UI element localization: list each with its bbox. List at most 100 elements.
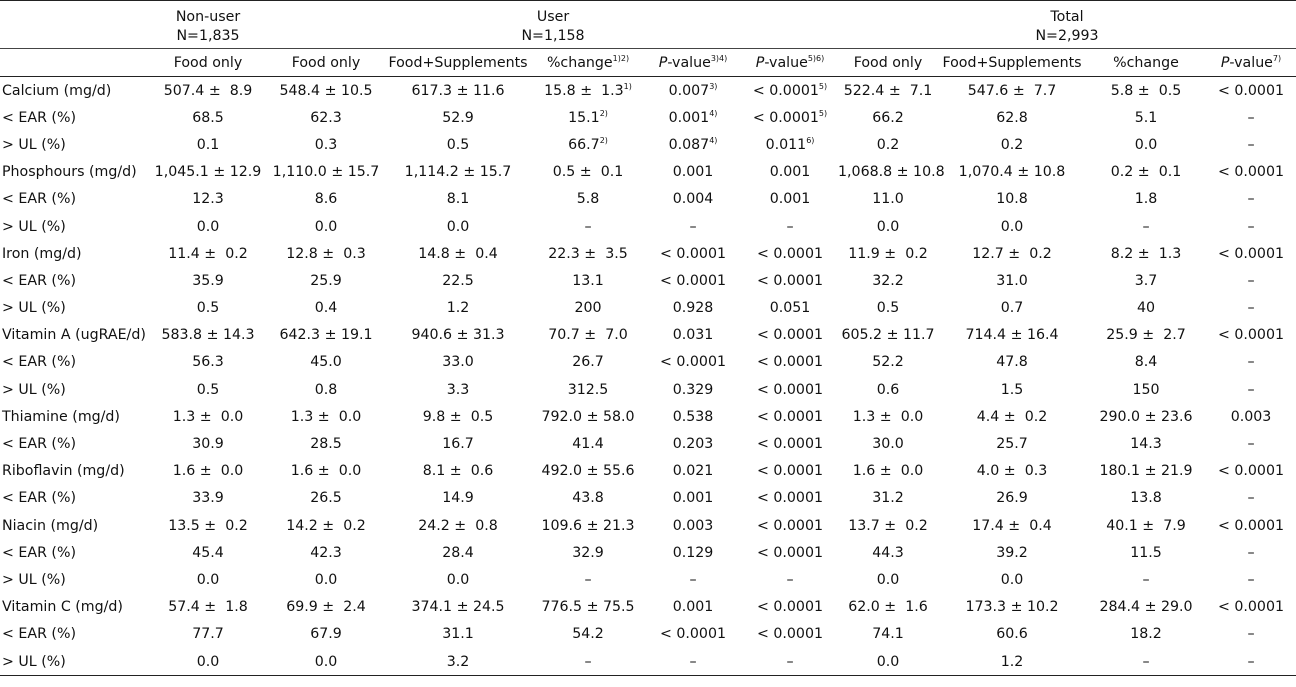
cell-value: 0.0 <box>446 571 470 588</box>
cell-value: 4.4 ± 0.2 <box>976 408 1048 425</box>
table-row: < EAR (%) 12.3 8.6 8.1 5.8 0.004 0.001 11.0 10.8… <box>0 186 1296 213</box>
cell-value: 47.8 <box>996 354 1028 371</box>
cell-value: < 0.0001 <box>756 354 824 371</box>
cell-value: 1.6 ± 0.0 <box>290 463 362 480</box>
table-cell: < 0.0001 <box>1206 458 1296 485</box>
cell-value: 67.9 <box>310 626 342 643</box>
table-cell: 66.72) <box>532 131 644 158</box>
table-cell: 0.003 <box>644 512 742 539</box>
table-cell: < 0.0001 <box>742 430 838 457</box>
table-cell: 0.021 <box>644 458 742 485</box>
table-cell: < 0.0001 <box>742 403 838 430</box>
table-cell: 52.9 <box>384 104 532 131</box>
cell-value: 0.3 <box>314 136 338 153</box>
footnote-marker: 2) <box>599 108 608 118</box>
cell-value: 0.001 <box>672 164 714 181</box>
cell-value: 312.5 <box>567 381 609 398</box>
table-row: Niacin (mg/d) 13.5 ± 0.2 14.2 ± 0.2 24.2 ± … <box>0 512 1296 539</box>
table-cell: 5.1 <box>1086 104 1206 131</box>
cell-value: 13.7 ± 0.2 <box>848 517 928 534</box>
cell-value: 5.1 <box>1134 109 1158 126</box>
cell-value: 45.0 <box>310 354 342 371</box>
table-cell: 0.129 <box>644 539 742 566</box>
table-cell: 3.2 <box>384 647 532 677</box>
cell-value: 0.003 <box>672 517 714 534</box>
cell-value: – <box>1247 626 1255 643</box>
cell-value: 3.7 <box>1134 272 1158 289</box>
cell-value: – <box>1142 571 1150 588</box>
row-label: Riboflavin (mg/d) <box>2 463 125 480</box>
table-cell: 776.5 ± 75.5 <box>532 594 644 621</box>
table-cell: 22.5 <box>384 267 532 294</box>
cell-value: 39.2 <box>996 544 1028 561</box>
table-cell: 32.9 <box>532 539 644 566</box>
cell-value: 10.8 <box>996 191 1028 208</box>
cell-value: 25.7 <box>996 436 1028 453</box>
cell-value: – <box>1247 436 1255 453</box>
cell-value: 12.7 ± 0.2 <box>972 245 1052 262</box>
table-cell: 14.3 <box>1086 430 1206 457</box>
cell-value: 0.1 <box>196 136 220 153</box>
table-cell: 25.9 <box>268 267 384 294</box>
table-cell: 1.3 ± 0.0 <box>268 403 384 430</box>
table-cell: 26.7 <box>532 349 644 376</box>
cell-value: 0.8 <box>314 381 338 398</box>
table-cell: 3.7 <box>1086 267 1206 294</box>
table-cell: 67.9 <box>268 621 384 648</box>
footnote-marker: 4) <box>709 108 718 118</box>
row-label: < EAR (%) <box>2 191 76 208</box>
cell-value: 180.1 ± 21.9 <box>1099 463 1193 480</box>
table-cell: 1.3 ± 0.0 <box>148 403 268 430</box>
table-cell: < 0.0001 <box>742 376 838 403</box>
table-cell: < 0.0001 <box>1206 77 1296 105</box>
table-cell: < 0.0001 <box>742 240 838 267</box>
cell-value: < 0.0001 <box>659 626 727 643</box>
cell-value: < 0.0001 <box>1217 164 1285 181</box>
cell-value: 26.7 <box>572 354 604 371</box>
table-cell: 41.4 <box>532 430 644 457</box>
table-cell: 0.0 <box>1086 131 1206 158</box>
table-cell: 9.8 ± 0.5 <box>384 403 532 430</box>
table-cell: < 0.0001 <box>1206 159 1296 186</box>
cell-value: 583.8 ± 14.3 <box>161 327 255 344</box>
table-cell: – <box>742 647 838 677</box>
cell-value: < 0.0001 <box>756 626 824 643</box>
table-cell: 11.4 ± 0.2 <box>148 240 268 267</box>
cell-value: < 0.0001 <box>756 245 824 262</box>
cell-value: 0.001 <box>672 599 714 616</box>
cell-value: 14.8 ± 0.4 <box>418 245 498 262</box>
cell-value: 0.0 <box>196 653 220 670</box>
table-cell: 0.0 <box>384 213 532 240</box>
table-cell: 40.1 ± 7.9 <box>1086 512 1206 539</box>
cell-value: 0.0 <box>876 218 900 235</box>
table-cell: 507.4 ± 8.9 <box>148 77 268 105</box>
table-cell: < 0.0001 <box>742 322 838 349</box>
footnote-marker: 6) <box>806 135 815 145</box>
total-group-name: Total <box>1050 9 1084 25</box>
cell-value: – <box>689 653 697 670</box>
cell-value: < 0.0001 <box>1217 245 1285 262</box>
cell-value: – <box>1142 653 1150 670</box>
table-cell: 22.3 ± 3.5 <box>532 240 644 267</box>
cell-value: 18.2 <box>1130 626 1162 643</box>
table-cell: 25.7 <box>938 430 1086 457</box>
table-cell: – <box>532 213 644 240</box>
table-cell: 200 <box>532 295 644 322</box>
p-value-label: -value <box>764 54 808 71</box>
table-cell: – <box>532 566 644 593</box>
table-cell: 12.7 ± 0.2 <box>938 240 1086 267</box>
cell-value: 26.9 <box>996 490 1028 507</box>
cell-value: 14.3 <box>1130 436 1162 453</box>
table-cell: 522.4 ± 7.1 <box>838 77 938 105</box>
table-cell: 25.9 ± 2.7 <box>1086 322 1206 349</box>
table-cell: 0.0 <box>838 566 938 593</box>
cell-value: 14.2 ± 0.2 <box>286 517 366 534</box>
sub-header-blank <box>0 48 148 77</box>
cell-value: 3.2 <box>446 653 470 670</box>
table-row: Riboflavin (mg/d) 1.6 ± 0.0 1.6 ± 0.0 8.1 ±… <box>0 458 1296 485</box>
cell-value: – <box>1247 571 1255 588</box>
col-header-food-supplements: Food+Supplements <box>938 48 1086 77</box>
table-row: > UL (%) 0.5 0.4 1.2 200 0.928 0.051 0.5 0.7 40 – <box>0 295 1296 322</box>
cell-value: 54.2 <box>572 626 604 643</box>
